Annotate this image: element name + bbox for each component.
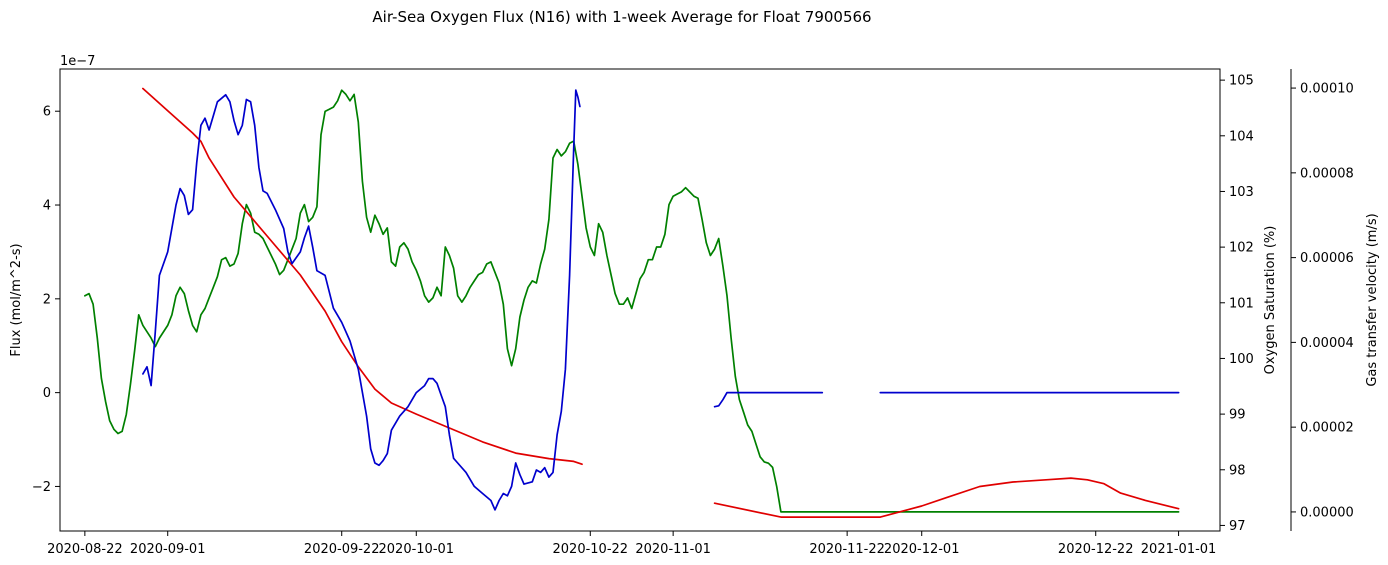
velocity-tick-label: 0.00008 [1300,166,1354,181]
flux-line [713,391,824,408]
flux-line [142,89,581,511]
saturation-tick-label: 97 [1229,519,1246,534]
velocity-series [84,89,1180,513]
saturation-tick-label: 100 [1229,352,1254,367]
saturation-tick-label: 102 [1229,241,1254,256]
flux-axis: −2 0 2 4 6 [32,105,60,495]
x-tick-label: 2021-01-01 [1141,542,1217,557]
saturation-tick-label: 99 [1229,408,1246,423]
flux-series [142,89,1180,511]
flux-tick-label: 6 [43,105,51,120]
flux-scale-factor: 1e−7 [60,54,95,69]
saturation-tick-label: 105 [1229,74,1254,89]
saturation-tick-label: 103 [1229,185,1254,200]
velocity-axis: 0.00000 0.00002 0.00004 0.00006 0.00008 0.000… [1290,69,1354,531]
velocity-tick-label: 0.00004 [1300,336,1354,351]
x-tick-label: 2020-08-22 [47,542,123,557]
saturation-line [142,87,583,466]
saturation-axis: 97 98 99 100 101 102 103 104 105 [1220,74,1254,534]
x-tick-label: 2020-12-22 [1058,542,1134,557]
velocity-tick-label: 0.00010 [1300,82,1354,97]
x-tick-label: 2020-09-01 [130,542,206,557]
chart-title: Air-Sea Oxygen Flux (N16) with 1-week Av… [372,8,871,26]
flux-tick-label: 4 [43,199,51,214]
velocity-tick-label: 0.00000 [1300,505,1354,520]
flux-tick-label: −2 [32,480,51,495]
velocity-tick-label: 0.00002 [1300,421,1354,436]
saturation-axis-label: Oxygen Saturation (%) [1263,226,1278,375]
flux-tick-label: 2 [43,292,51,307]
x-tick-label: 2020-11-22 [809,542,885,557]
flux-tick-label: 0 [43,386,51,401]
x-tick-label: 2020-12-01 [884,542,960,557]
flux-axis-label: Flux (mol/m^2-s) [9,243,24,356]
x-tick-label: 2020-10-01 [379,542,455,557]
saturation-line [713,477,1180,518]
saturation-series [142,87,1180,518]
velocity-tick-label: 0.00006 [1300,251,1354,266]
x-axis: 2020-08-22 2020-09-01 2020-09-22 2020-10-01… [47,531,1216,557]
saturation-tick-label: 104 [1229,129,1254,144]
velocity-line [84,89,1180,513]
x-tick-label: 2020-10-22 [553,542,629,557]
saturation-tick-label: 98 [1229,463,1246,478]
plot-frame [59,68,1221,532]
saturation-tick-label: 101 [1229,296,1254,311]
plot-area [59,68,1221,532]
x-tick-label: 2020-09-22 [304,542,380,557]
velocity-axis-label: Gas transfer velocity (m/s) [1365,213,1380,386]
x-tick-label: 2020-11-01 [635,542,711,557]
